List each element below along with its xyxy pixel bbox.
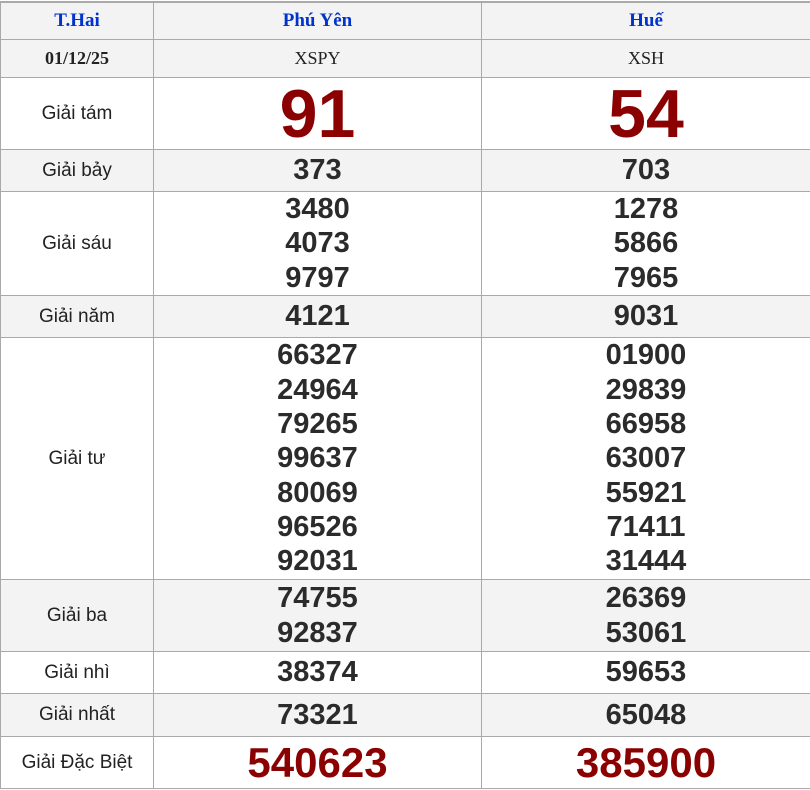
result-number: 31444	[482, 544, 810, 578]
prize-label: Giải nhì	[1, 652, 154, 694]
result-number: 4073	[154, 226, 481, 260]
result-number: 66958	[482, 407, 810, 441]
result-number: 59653	[482, 655, 810, 689]
result-number: 373	[154, 153, 481, 187]
prize-results: 9031	[482, 296, 810, 338]
prize-results: 65048	[482, 694, 810, 737]
province-phu-yen[interactable]: Phú Yên	[154, 2, 482, 40]
result-number: 66327	[154, 338, 481, 372]
prize-results: 54	[482, 78, 810, 150]
result-number: 74755	[154, 581, 481, 615]
prize-results: 91	[154, 78, 482, 150]
day-of-week: T.Hai	[1, 2, 154, 40]
result-number: 73321	[154, 698, 481, 732]
result-number: 3480	[154, 192, 481, 226]
prize-label: Giải tám	[1, 78, 154, 150]
prize-label: Giải nhất	[1, 694, 154, 737]
prize-results: 373	[154, 150, 482, 192]
province-hue[interactable]: Huế	[482, 2, 810, 40]
province-code: XSPY	[154, 40, 482, 78]
prize-label: Giải bảy	[1, 150, 154, 192]
prize-label: Giải ba	[1, 580, 154, 652]
result-number: 91	[154, 79, 481, 149]
prize-results: 38374	[154, 652, 482, 694]
prize-label: Giải Đặc Biệt	[1, 737, 154, 789]
result-number: 92837	[154, 616, 481, 650]
prize-results: 540623	[154, 737, 482, 789]
result-number: 9797	[154, 261, 481, 295]
result-number: 9031	[482, 299, 810, 333]
draw-date: 01/12/25	[1, 40, 154, 78]
result-number: 54	[482, 79, 810, 149]
prize-label: Giải năm	[1, 296, 154, 338]
result-number: 63007	[482, 441, 810, 475]
prize-results: 4121	[154, 296, 482, 338]
result-number: 540623	[154, 738, 481, 788]
result-number: 7965	[482, 261, 810, 295]
result-number: 53061	[482, 616, 810, 650]
result-number: 1278	[482, 192, 810, 226]
result-number: 38374	[154, 655, 481, 689]
province-code: XSH	[482, 40, 810, 78]
result-number: 79265	[154, 407, 481, 441]
prize-label: Giải sáu	[1, 192, 154, 296]
prize-results: 59653	[482, 652, 810, 694]
result-number: 29839	[482, 373, 810, 407]
result-number: 71411	[482, 510, 810, 544]
result-number: 703	[482, 153, 810, 187]
prize-label: Giải tư	[1, 338, 154, 580]
result-number: 4121	[154, 299, 481, 333]
result-number: 92031	[154, 544, 481, 578]
result-number: 96526	[154, 510, 481, 544]
prize-results: 73321	[154, 694, 482, 737]
result-number: 55921	[482, 476, 810, 510]
prize-results: 385900	[482, 737, 810, 789]
header-row: T.Hai Phú Yên Huế	[1, 2, 810, 40]
date-row: 01/12/25 XSPY XSH	[1, 40, 810, 78]
result-number: 5866	[482, 226, 810, 260]
result-number: 385900	[482, 738, 810, 788]
result-number: 80069	[154, 476, 481, 510]
result-number: 01900	[482, 338, 810, 372]
result-number: 65048	[482, 698, 810, 732]
prize-results: 703	[482, 150, 810, 192]
result-number: 99637	[154, 441, 481, 475]
result-number: 24964	[154, 373, 481, 407]
result-number: 26369	[482, 581, 810, 615]
